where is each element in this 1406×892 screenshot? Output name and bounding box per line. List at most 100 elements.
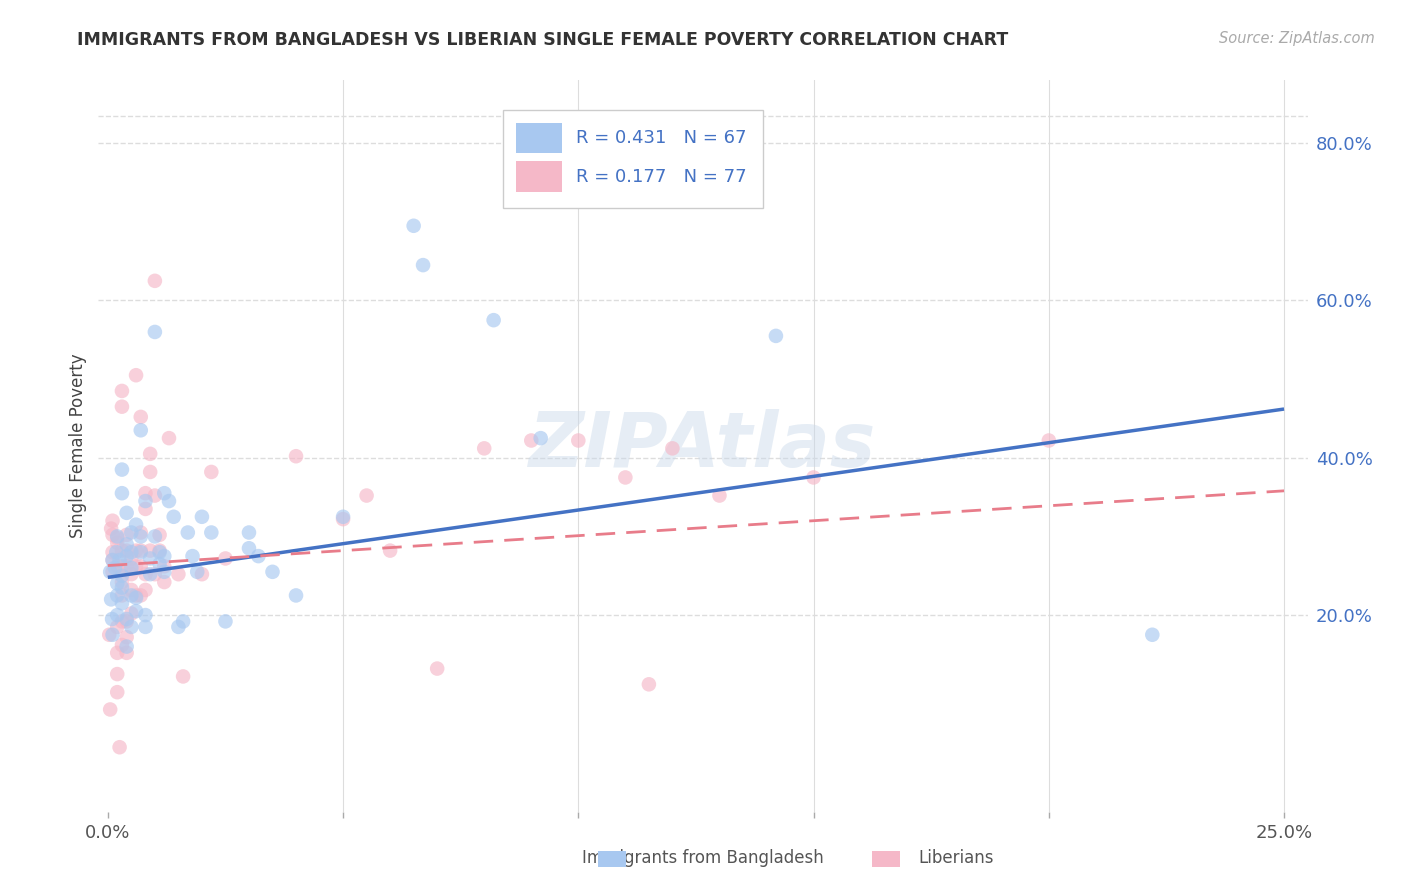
Point: [101, 612, 124, 626]
Point: [214, 551, 236, 566]
Point: [115, 646, 138, 660]
Point: [332, 509, 354, 524]
Point: [134, 567, 156, 582]
Point: [115, 537, 138, 551]
Point: [115, 543, 138, 558]
Text: Liberians: Liberians: [918, 849, 994, 867]
Point: [98, 702, 121, 716]
Point: [482, 313, 505, 327]
Point: [129, 423, 152, 437]
Point: [402, 219, 425, 233]
Point: [157, 431, 180, 445]
Point: [125, 604, 148, 618]
Point: [167, 620, 190, 634]
Point: [520, 434, 543, 448]
Point: [98, 628, 121, 642]
Point: [111, 575, 134, 590]
Text: R = 0.431   N = 67: R = 0.431 N = 67: [576, 129, 747, 147]
Point: [125, 368, 148, 383]
Point: [157, 494, 180, 508]
Point: [105, 529, 128, 543]
Point: [115, 640, 138, 654]
Point: [111, 462, 134, 476]
Point: [163, 509, 186, 524]
Point: [105, 559, 128, 574]
Point: [134, 486, 156, 500]
Point: [111, 559, 134, 574]
Point: [149, 557, 172, 571]
Point: [332, 512, 354, 526]
Point: [101, 628, 124, 642]
Point: [172, 615, 194, 629]
Point: [115, 630, 138, 644]
Point: [191, 509, 214, 524]
Point: [111, 400, 134, 414]
Point: [129, 545, 152, 559]
Point: [129, 559, 152, 574]
Point: [412, 258, 434, 272]
Point: [139, 551, 162, 566]
Point: [125, 589, 148, 603]
Point: [149, 543, 172, 558]
Text: IMMIGRANTS FROM BANGLADESH VS LIBERIAN SINGLE FEMALE POVERTY CORRELATION CHART: IMMIGRANTS FROM BANGLADESH VS LIBERIAN S…: [77, 31, 1008, 49]
Point: [134, 582, 156, 597]
Point: [153, 559, 176, 574]
Text: Source: ZipAtlas.com: Source: ZipAtlas.com: [1219, 31, 1375, 46]
Point: [105, 620, 128, 634]
Point: [120, 607, 142, 621]
Point: [139, 543, 162, 558]
Point: [115, 612, 138, 626]
Point: [153, 549, 176, 563]
Point: [125, 591, 148, 605]
Point: [111, 638, 134, 652]
Point: [111, 596, 134, 610]
Text: R = 0.177   N = 77: R = 0.177 N = 77: [576, 168, 747, 186]
Point: [108, 740, 131, 755]
Text: Immigrants from Bangladesh: Immigrants from Bangladesh: [582, 849, 824, 867]
Point: [238, 541, 260, 556]
Point: [143, 567, 166, 582]
Point: [100, 592, 122, 607]
Bar: [503, 110, 763, 209]
Point: [200, 465, 222, 479]
Point: [115, 615, 138, 629]
Point: [101, 553, 124, 567]
Point: [129, 543, 152, 558]
Point: [111, 589, 134, 603]
Point: [285, 589, 308, 603]
Point: [111, 384, 134, 398]
Point: [98, 565, 121, 579]
Bar: [516, 123, 561, 153]
Point: [143, 489, 166, 503]
Point: [115, 528, 138, 542]
Point: [172, 669, 194, 683]
Point: [105, 646, 128, 660]
Point: [262, 565, 284, 579]
Point: [426, 662, 449, 676]
Point: [149, 528, 172, 542]
Point: [134, 502, 156, 516]
Point: [111, 486, 134, 500]
Point: [238, 525, 260, 540]
Point: [105, 667, 128, 681]
Point: [129, 589, 152, 603]
Point: [614, 470, 637, 484]
Point: [120, 620, 142, 634]
Point: [129, 529, 152, 543]
Text: ZIPAtlas: ZIPAtlas: [529, 409, 877, 483]
Point: [108, 553, 131, 567]
Point: [143, 325, 166, 339]
Point: [101, 545, 124, 559]
Point: [100, 522, 122, 536]
Point: [709, 489, 731, 503]
Point: [111, 615, 134, 629]
Point: [191, 567, 214, 582]
Point: [214, 615, 236, 629]
Point: [105, 685, 128, 699]
Point: [120, 545, 142, 559]
Point: [134, 608, 156, 623]
Point: [125, 559, 148, 574]
Point: [765, 329, 787, 343]
Point: [115, 506, 138, 520]
Point: [120, 582, 142, 597]
